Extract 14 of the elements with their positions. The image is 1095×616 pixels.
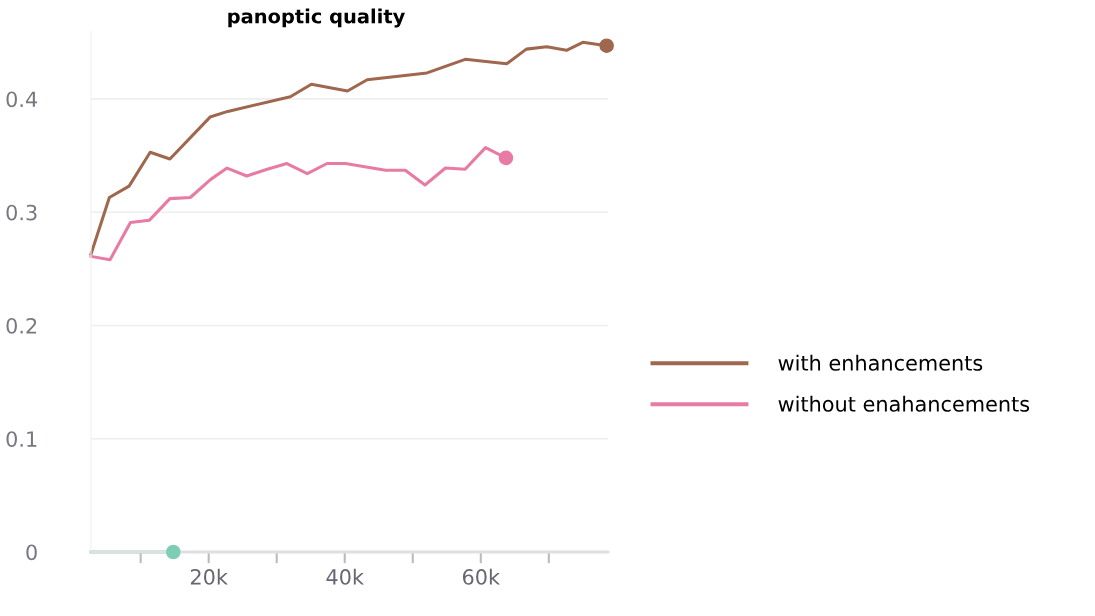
x-tick-label: 20k [190, 568, 228, 585]
x-tick-label: 40k [326, 568, 364, 585]
y-tick-label: 0.4 [6, 91, 38, 108]
y-tick-label: 0.2 [6, 317, 37, 334]
chart-title: panoptic quality [228, 8, 405, 28]
x-tick-label: 60k [462, 568, 501, 585]
legend-label: with enhancements [778, 354, 983, 371]
legend-label: without enahancements [778, 395, 1030, 412]
y-tick-label: 0.1 [6, 431, 37, 447]
y-tick-label: 0 [26, 544, 37, 561]
point [166, 544, 181, 560]
point [498, 150, 514, 166]
y-tick-label: 0.3 [6, 204, 37, 221]
point [599, 38, 614, 54]
